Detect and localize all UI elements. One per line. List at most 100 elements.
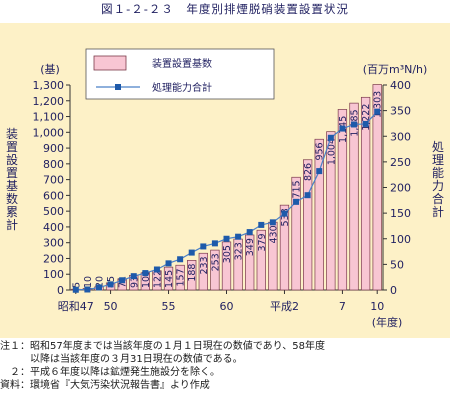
capacity-marker (281, 210, 288, 217)
right-tick-label: 200 (390, 182, 411, 195)
note-1-continued: 以降は当該年度の３月31日現在の数値である。 (0, 354, 243, 365)
left-tick-label: 1,300 (33, 79, 65, 92)
bar (175, 264, 185, 291)
figure-title: 図１-２-２３ 年度別排煙脱硝装置設置状況 (101, 2, 349, 16)
capacity-marker (177, 256, 184, 263)
left-tick-label: 700 (43, 174, 64, 187)
bar (303, 159, 313, 291)
left-axis-label: 装置設置基数累計 (6, 127, 18, 232)
capacity-marker (374, 108, 381, 115)
capacity-marker (304, 192, 311, 199)
bar (256, 229, 266, 291)
bar-value-label: 20 (94, 276, 105, 288)
right-tick-label: 250 (390, 156, 411, 169)
left-tick-label: 400 (43, 221, 64, 234)
capacity-marker (293, 198, 300, 205)
bar-value-label: 956 (315, 142, 326, 160)
bar-value-label: 157 (176, 268, 187, 286)
bar (337, 109, 348, 291)
capacity-marker (235, 233, 242, 240)
bar-value-label: 233 (199, 256, 210, 274)
bar-value-label: 5 (71, 282, 82, 288)
chart: 01002003004005006007008009001,0001,1001,… (6, 48, 444, 329)
x-tick-label: 10 (370, 300, 384, 313)
bar (326, 131, 336, 291)
bar-value-label: 253 (210, 253, 221, 271)
note-1: 注１：昭和57年度までは当該年度の１月１日現在の数値であり、58年度 (0, 341, 325, 352)
left-tick-label: 100 (43, 268, 64, 281)
capacity-marker (211, 240, 218, 247)
capacity-marker (246, 229, 253, 236)
capacity-marker (165, 260, 172, 267)
capacity-marker (362, 120, 369, 127)
bar (360, 96, 371, 291)
x-tick-label: 平成2 (270, 300, 299, 313)
bar-value-label: 1,004 (326, 138, 337, 165)
capacity-marker (153, 266, 160, 273)
x-tick-label: 50 (104, 300, 118, 313)
right-tick-label: 350 (390, 105, 411, 118)
capacity-marker (107, 281, 114, 288)
capacity-marker (119, 277, 126, 284)
bar-value-label: 188 (187, 264, 198, 282)
legend-line-label: 処理能力合計 (152, 81, 212, 94)
left-tick-label: 0 (57, 284, 64, 297)
left-tick-label: 500 (43, 205, 64, 218)
x-tick-label: 60 (220, 300, 234, 313)
x-axis-unit: (年度) (372, 315, 403, 329)
capacity-marker (223, 235, 230, 242)
capacity-marker (316, 168, 323, 175)
note-2: ２：平成６年度以降は鉱煙発生施設分を除く。 (0, 367, 220, 378)
bar-value-label: 93 (129, 276, 140, 288)
bar-value-label: 10 (83, 276, 94, 288)
left-tick-label: 1,100 (33, 111, 65, 124)
bar (372, 84, 382, 291)
capacity-marker (327, 134, 334, 141)
bar-value-label: 379 (257, 233, 268, 251)
left-unit: (基) (40, 63, 60, 76)
legend-bar-swatch (93, 55, 127, 71)
left-tick-label: 800 (43, 158, 64, 171)
x-tick-label: 55 (162, 300, 176, 313)
right-axis-label: 処理能力合計 (432, 140, 444, 219)
bar-value-label: 430 (268, 225, 279, 243)
x-tick-label: 昭和47 (58, 300, 94, 313)
bar (221, 241, 232, 291)
bar-value-label: 1,222 (361, 104, 372, 131)
capacity-marker (269, 219, 276, 226)
bar (279, 204, 290, 291)
bar (198, 252, 208, 291)
right-unit: (百万m³N/h) (363, 63, 428, 76)
right-tick-label: 150 (390, 207, 411, 220)
right-tick-label: 400 (390, 79, 411, 92)
bar-value-label: 145 (164, 270, 175, 288)
capacity-marker (200, 243, 207, 250)
left-tick-label: 300 (43, 237, 64, 250)
legend-bar-label: 装置設置基数 (152, 57, 212, 70)
right-tick-label: 300 (390, 130, 411, 143)
right-tick-label: 0 (390, 284, 397, 297)
bar (349, 102, 359, 291)
capacity-marker (95, 284, 102, 291)
right-tick-label: 50 (390, 258, 404, 271)
bar-value-label: 323 (234, 242, 245, 260)
left-tick-label: 600 (43, 189, 64, 202)
source-note: 資料：環境省『大気汚染状況報告書』より作成 (0, 380, 210, 391)
legend-marker-swatch (115, 84, 121, 90)
capacity-marker (188, 249, 195, 256)
capacity-marker (84, 286, 91, 293)
bar-value-label: 826 (303, 163, 314, 181)
right-tick-label: 100 (390, 233, 411, 246)
capacity-marker (258, 221, 265, 228)
left-tick-label: 1,200 (33, 95, 65, 108)
capacity-marker (72, 286, 79, 293)
bar-value-label: 1,303 (373, 91, 384, 118)
bar (314, 138, 324, 291)
bar (187, 260, 197, 291)
bar-value-label: 538 (280, 208, 291, 226)
left-tick-label: 200 (43, 252, 64, 265)
bar (210, 249, 220, 291)
capacity-marker (339, 125, 346, 132)
capacity-marker (142, 270, 149, 277)
bar (291, 176, 301, 291)
